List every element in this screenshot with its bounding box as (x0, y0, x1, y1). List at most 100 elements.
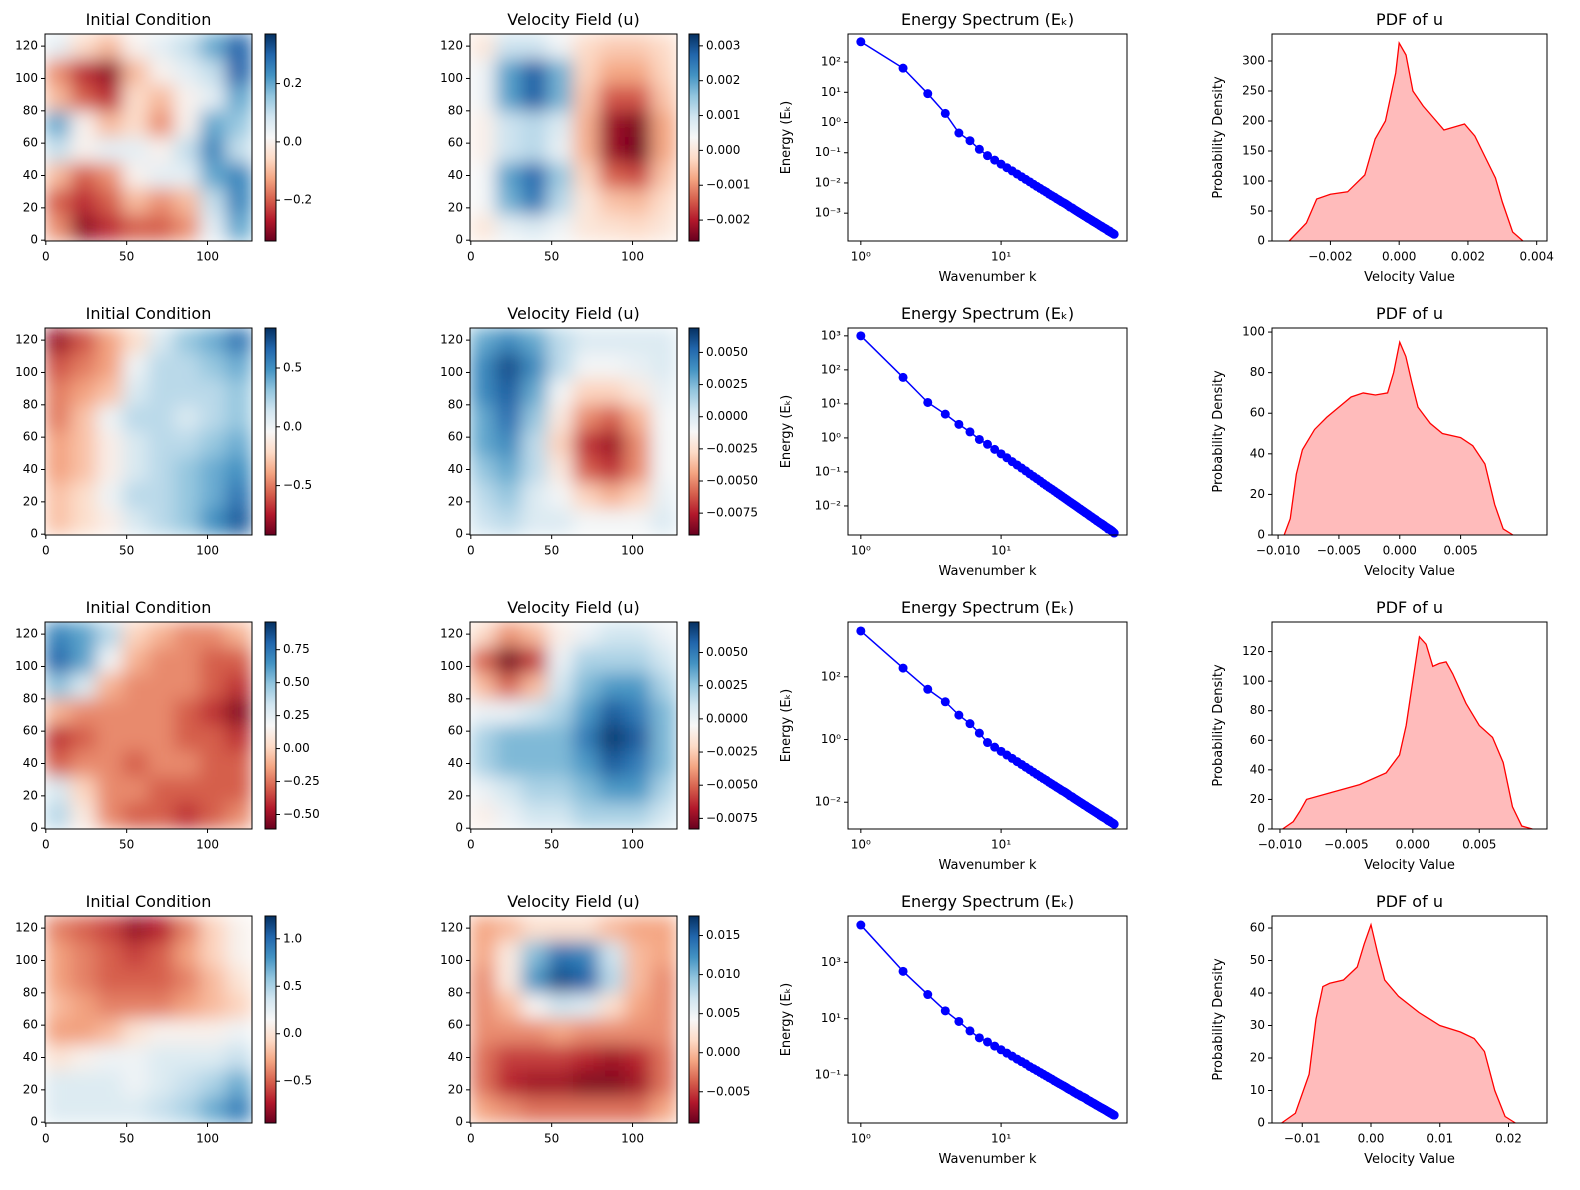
heatmap (470, 34, 677, 241)
heatmap-cell (70, 137, 98, 164)
heatmap-cell (70, 1096, 98, 1123)
heatmap-cell (199, 941, 227, 969)
colorbar-tick-label: 0.50 (283, 675, 310, 689)
heatmap-cell (521, 431, 549, 458)
heatmap-cell (547, 1044, 574, 1072)
heatmap-cell (495, 508, 523, 535)
heatmap-cell (470, 725, 497, 752)
heatmap-cell (650, 85, 677, 113)
heatmap-cell (122, 353, 149, 381)
heatmap-cell (650, 405, 677, 432)
x-tick-label: 0.00 (1358, 1132, 1385, 1146)
colorbar-tick-label: 0.001 (706, 108, 740, 122)
colorbar-tick-label: 0.5 (283, 360, 302, 374)
spectrum-point (923, 397, 933, 407)
heatmap-cell (96, 993, 124, 1020)
heatmap-cell (96, 916, 124, 943)
heatmap-cell (650, 699, 677, 726)
spectrum-point (923, 990, 933, 1000)
heatmap-cells (470, 328, 677, 535)
spectrum-point (990, 742, 1000, 752)
heatmap-cell (547, 137, 574, 164)
colorbar (688, 327, 700, 536)
heatmap-cell (199, 482, 227, 510)
heatmap-cell (148, 188, 175, 216)
spectrum-point (940, 697, 950, 707)
spectrum-line (860, 924, 1115, 1116)
heatmap-cell (573, 725, 600, 752)
heatmap-cell (573, 508, 600, 535)
spectrum-point (983, 151, 993, 161)
heatmap-cell (521, 162, 549, 190)
heatmap-cell (148, 353, 175, 381)
heatmap-cell (70, 725, 98, 752)
x-axis-label: Wavenumber k (938, 270, 1037, 285)
heatmap-cell (199, 673, 227, 701)
heatmap-cell (650, 725, 677, 752)
heatmap-cell (598, 482, 626, 510)
heatmap-cell (45, 431, 72, 458)
y-tick-label: 60 (448, 724, 463, 738)
heatmap-cell (45, 1070, 72, 1098)
y-tick-label: 0 (455, 1115, 463, 1129)
heatmap-cell (70, 802, 98, 829)
heatmap-cell (199, 802, 227, 829)
density-line (1288, 40, 1524, 242)
heatmap-cell (521, 967, 549, 995)
heatmap-cell (70, 328, 98, 355)
x-axis-label: Velocity Value (1364, 564, 1455, 579)
heatmap-cell (624, 725, 652, 752)
colorbar-tick-label: 0.5 (283, 979, 302, 993)
heatmap-cell (173, 508, 201, 535)
heatmap-cell (96, 1019, 124, 1046)
panel-title: PDF of u (1376, 892, 1443, 911)
heatmap-cell (199, 188, 227, 216)
axes-frame (469, 327, 678, 536)
spectrum-point (898, 372, 908, 382)
heatmap-cell (225, 647, 252, 675)
heatmap-cell (225, 1044, 252, 1072)
heatmap-cell (598, 456, 626, 484)
x-tick-label: 0 (467, 1132, 475, 1146)
heatmap-cell (521, 1096, 549, 1123)
y-tick-label: 0 (455, 821, 463, 835)
heatmap-cell (624, 59, 652, 87)
heatmap-cell (470, 699, 497, 726)
y-tick-label: 40 (448, 462, 463, 476)
heatmap-cell (70, 508, 98, 535)
spectrum-point (923, 684, 933, 694)
x-tick-label: 100 (196, 838, 219, 852)
y-tick-label: 40 (23, 462, 38, 476)
x-tick-label: 100 (196, 250, 219, 264)
heatmap-cell (148, 328, 175, 355)
heatmap-cell (521, 137, 549, 164)
y-tick-label: 0 (1257, 1116, 1265, 1130)
heatmap-cell (70, 916, 98, 943)
heatmap-cell (547, 673, 574, 701)
colorbar-tick-label: 0.0000 (706, 409, 748, 423)
y-tick-label: 120 (15, 333, 38, 347)
heatmap-cell (225, 59, 252, 87)
heatmap-cell (173, 725, 201, 752)
heatmap-cell (573, 941, 600, 969)
heatmap-cell (225, 353, 252, 381)
heatmap-cell (547, 1096, 574, 1123)
heatmap-cell (122, 214, 149, 241)
heatmap-cell (547, 508, 574, 535)
heatmap-cell (547, 353, 574, 381)
heatmap-cell (573, 111, 600, 138)
x-tick-label: 50 (544, 544, 559, 558)
heatmap-cell (148, 456, 175, 484)
heatmap-cell (173, 111, 201, 138)
heatmap-cell (650, 750, 677, 778)
y-tick-label: 80 (23, 691, 38, 705)
heatmap-cell (470, 188, 497, 216)
panel-title: Velocity Field (u) (507, 892, 640, 911)
heatmap-cell (495, 993, 523, 1020)
heatmap-cell (521, 776, 549, 804)
y-axis-label: Energy (Eₖ) (779, 395, 794, 469)
heatmap-cell (225, 508, 252, 535)
heatmap-cell (470, 508, 497, 535)
colorbar-tick-label: 0.010 (706, 967, 740, 981)
